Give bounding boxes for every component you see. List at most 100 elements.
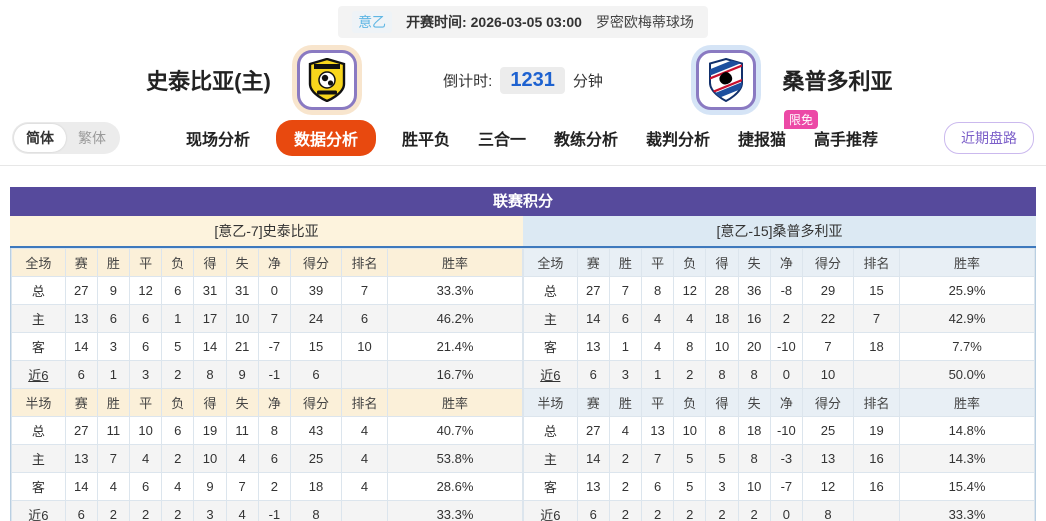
stat-cell: 1: [641, 360, 675, 389]
home-team: 史泰比亚(主): [90, 50, 413, 110]
col-header: 得: [705, 388, 739, 417]
tab-coach-analysis[interactable]: 教练分析: [553, 131, 618, 149]
stat-cell: 6: [576, 500, 610, 521]
stat-cell: 2: [161, 500, 195, 521]
lang-traditional[interactable]: 繁体: [78, 129, 106, 146]
stat-cell: 1: [161, 304, 195, 333]
away-team-logo: [696, 50, 757, 110]
kickoff-time: 2026-03-05 03:00: [470, 14, 582, 30]
stat-cell: 13: [641, 416, 675, 445]
sampdoria-crest-icon: [709, 58, 744, 102]
stat-cell: 50.0%: [899, 360, 1035, 389]
col-header: 得分: [289, 248, 343, 277]
match-info-pill: 意乙 开赛时间: 2026-03-05 03:00 罗密欧梅蒂球场: [338, 6, 708, 38]
stat-cell: 17: [193, 304, 227, 333]
tab-live-analysis[interactable]: 现场分析: [185, 131, 250, 149]
league-points-board: 联赛积分 [意乙-7]史泰比亚 [意乙-15]桑普多利亚 全场赛胜平负得失净得分…: [10, 187, 1036, 521]
col-header: 排名: [853, 248, 901, 277]
stat-cell: 42.9%: [899, 304, 1035, 333]
stat-cell: 7: [257, 304, 291, 333]
stat-cell: 1: [96, 360, 131, 389]
col-header: 净: [769, 248, 803, 277]
row-label: 客: [11, 332, 66, 361]
stat-cell: 13: [64, 444, 98, 473]
stat-cell: 12: [673, 276, 707, 305]
stats-row: 主 14 2 7 5 5 8 -3 13 16 14.3%: [523, 444, 1035, 473]
stat-cell: 3: [129, 360, 163, 389]
row-label: 主: [11, 304, 66, 333]
stat-cell: 4: [96, 472, 131, 501]
countdown: 倒计时: 1231 分钟: [413, 66, 633, 94]
stat-cell: 6: [608, 304, 643, 333]
stat-cell: 4: [641, 332, 675, 361]
stat-cell: 15: [289, 332, 343, 361]
stat-cell: 11: [96, 416, 131, 445]
stat-cell: 16: [853, 444, 901, 473]
col-header: 胜率: [899, 388, 1035, 417]
stats-row: 总 27 11 10 6 19 11 8 43 4 40.7%: [11, 416, 523, 445]
stat-cell: 6: [129, 304, 163, 333]
col-header: 净: [257, 248, 291, 277]
venue-name: 罗密欧梅蒂球场: [595, 14, 694, 30]
tab-data-analysis[interactable]: 数据分析: [275, 119, 376, 156]
stat-cell: 15: [853, 276, 901, 305]
stat-cell: 6: [129, 472, 163, 501]
stat-cell: 8: [289, 500, 343, 521]
nav-items: 现场分析 数据分析 胜平负 三合一 教练分析 裁判分析 捷报猫 限免 高手推荐: [160, 109, 904, 156]
stats-row: 客 14 3 6 5 14 21 -7 15 10 21.4%: [11, 332, 523, 361]
tab-three-in-one[interactable]: 三合一: [477, 131, 526, 149]
stat-cell: 8: [737, 444, 771, 473]
stat-cell: 18: [737, 416, 771, 445]
stat-cell: 1: [608, 332, 643, 361]
stat-cell: 7: [641, 444, 675, 473]
league-badge: 意乙: [352, 11, 393, 33]
stat-cell: 2: [161, 360, 195, 389]
stat-cell: 8: [673, 332, 707, 361]
stat-cell: 29: [801, 276, 855, 305]
row-label: 近6: [11, 360, 66, 389]
stat-cell: 6: [64, 500, 98, 521]
row-label: 主: [523, 304, 578, 333]
col-header: 失: [737, 248, 771, 277]
tab-expert-picks[interactable]: 高手推荐: [813, 131, 878, 149]
stat-cell: 2: [257, 472, 291, 501]
stat-cell: 39: [289, 276, 343, 305]
stat-cell: 14: [193, 332, 227, 361]
stat-cell: 2: [673, 500, 707, 521]
tab-referee-analysis[interactable]: 裁判分析: [645, 131, 710, 149]
countdown-label: 倒计时:: [443, 72, 493, 90]
col-header: 平: [641, 388, 675, 417]
col-header: 负: [161, 248, 195, 277]
stat-cell: 7: [96, 444, 131, 473]
stat-cell: -3: [769, 444, 803, 473]
row-label: 总: [523, 416, 578, 445]
stat-cell: 16: [853, 472, 901, 501]
kickoff-text: 开赛时间: 2026-03-05 03:00: [406, 12, 582, 32]
col-header: 平: [129, 388, 163, 417]
stat-cell: 7: [853, 304, 901, 333]
stat-cell: 4: [673, 304, 707, 333]
recent-odds-button[interactable]: 近期盘路: [944, 121, 1034, 154]
col-header: 净: [257, 388, 291, 417]
stat-cell: 43: [289, 416, 343, 445]
col-header: 半场: [523, 388, 578, 417]
col-header: 胜: [96, 248, 131, 277]
tab-jiebao-cat[interactable]: 捷报猫 限免: [736, 109, 818, 156]
stat-cell: [853, 500, 901, 521]
lang-simplified[interactable]: 简体: [14, 123, 66, 152]
stats-row: 客 14 4 6 4 9 7 2 18 4 28.6%: [11, 472, 523, 501]
stat-cell: 4: [341, 444, 389, 473]
stat-cell: 10: [129, 416, 163, 445]
stat-cell: 6: [289, 360, 343, 389]
countdown-value: 1231: [500, 66, 565, 94]
stat-cell: 6: [161, 276, 195, 305]
col-header: 排名: [341, 388, 389, 417]
stat-cell: 25: [801, 416, 855, 445]
stat-cell: 27: [576, 416, 610, 445]
stat-cell: 2: [129, 500, 163, 521]
stat-cell: 3: [608, 360, 643, 389]
stat-cell: -10: [769, 332, 803, 361]
stat-cell: 2: [641, 500, 675, 521]
stat-cell: 14.3%: [899, 444, 1035, 473]
tab-win-draw-lose[interactable]: 胜平负: [401, 131, 450, 149]
